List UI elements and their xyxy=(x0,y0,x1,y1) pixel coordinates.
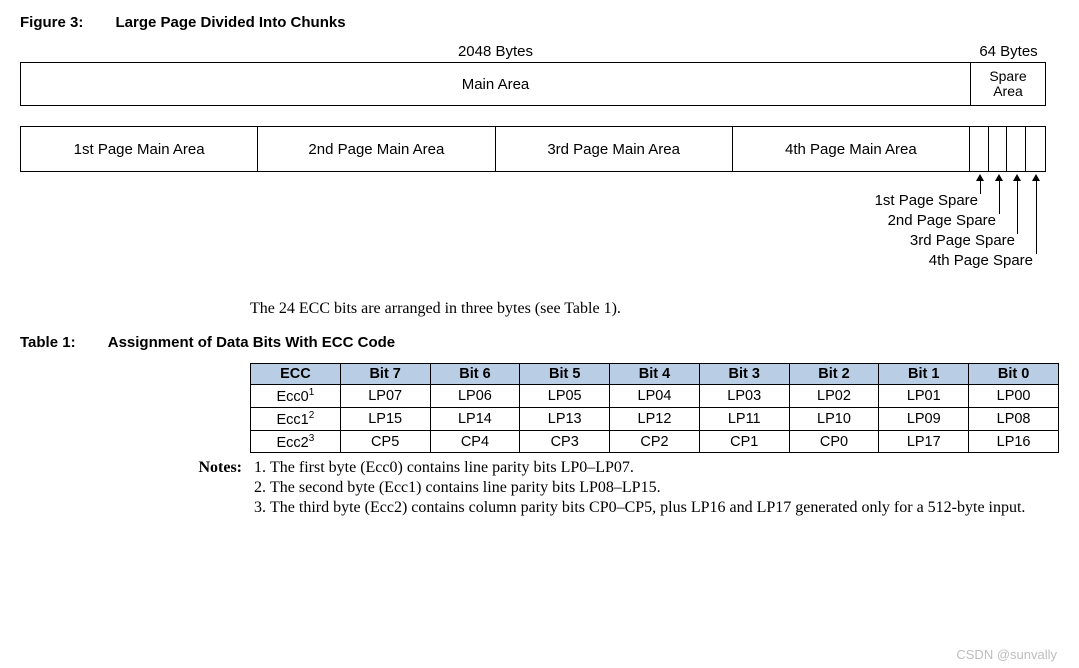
table-header-cell: Bit 4 xyxy=(610,364,700,385)
arrow-line-2 xyxy=(999,180,1000,214)
ecc-bit-cell: LP02 xyxy=(789,385,879,408)
ecc-bit-cell: CP4 xyxy=(430,430,520,453)
spare-area-text: Spare Area xyxy=(989,69,1026,100)
note-item: The first byte (Ecc0) contains line pari… xyxy=(270,459,1025,477)
ecc-bit-cell: CP2 xyxy=(610,430,700,453)
table-row: Ecc01LP07LP06LP05LP04LP03LP02LP01LP00 xyxy=(251,385,1059,408)
ecc-bit-cell: CP3 xyxy=(520,430,610,453)
ecc-bit-cell: LP00 xyxy=(969,385,1059,408)
watermark: CSDN @sunvally xyxy=(956,647,1057,662)
size-labels-row: 2048 Bytes 64 Bytes xyxy=(20,43,1046,60)
chunk-spare-2 xyxy=(989,127,1008,171)
ecc-table: ECCBit 7Bit 6Bit 5Bit 4Bit 3Bit 2Bit 1Bi… xyxy=(250,363,1059,453)
chunk-main-3: 3rd Page Main Area xyxy=(496,127,733,171)
table-header-cell: ECC xyxy=(251,364,341,385)
arrow-line-3 xyxy=(1017,180,1018,234)
figure-label: Figure 3: xyxy=(20,14,83,31)
chunk-spare-4 xyxy=(1026,127,1045,171)
notes-label: Notes: xyxy=(168,459,242,519)
ecc-bit-cell: CP0 xyxy=(789,430,879,453)
figure-title: Large Page Divided Into Chunks xyxy=(116,14,346,31)
ecc-bit-cell: CP1 xyxy=(699,430,789,453)
ecc-description: The 24 ECC bits are arranged in three by… xyxy=(250,300,1059,318)
ecc-bit-cell: LP04 xyxy=(610,385,700,408)
notes-list: The first byte (Ecc0) contains line pari… xyxy=(250,459,1025,519)
spare-arrow-region: 1st Page Spare 2nd Page Spare 3rd Page Spa… xyxy=(20,174,1046,284)
chunks-row: 1st Page Main Area 2nd Page Main Area 3r… xyxy=(20,126,1046,172)
ecc-bit-cell: LP05 xyxy=(520,385,610,408)
table-header-cell: Bit 2 xyxy=(789,364,879,385)
ecc-bit-cell: LP15 xyxy=(340,407,430,430)
spare-label-1: 1st Page Spare xyxy=(875,192,978,209)
arrow-line-1 xyxy=(980,180,981,194)
table-header-cell: Bit 7 xyxy=(340,364,430,385)
ecc-name-cell: Ecc12 xyxy=(251,407,341,430)
chunk-main-1: 1st Page Main Area xyxy=(21,127,258,171)
spare-label-4: 4th Page Spare xyxy=(929,252,1033,269)
figure-heading: Figure 3: Large Page Divided Into Chunks xyxy=(20,14,1059,31)
ecc-name-cell: Ecc01 xyxy=(251,385,341,408)
spare-area-cell: Spare Area xyxy=(971,63,1045,105)
page-box: Main Area Spare Area xyxy=(20,62,1046,106)
table-label: Table 1: xyxy=(20,334,76,351)
table-header-cell: Bit 5 xyxy=(520,364,610,385)
table-row: Ecc12LP15LP14LP13LP12LP11LP10LP09LP08 xyxy=(251,407,1059,430)
table-header-cell: Bit 6 xyxy=(430,364,520,385)
ecc-name-cell: Ecc23 xyxy=(251,430,341,453)
main-area-cell: Main Area xyxy=(21,63,971,105)
ecc-bit-cell: LP09 xyxy=(879,407,969,430)
main-size-label: 2048 Bytes xyxy=(20,43,971,60)
ecc-bit-cell: LP06 xyxy=(430,385,520,408)
ecc-bit-cell: LP10 xyxy=(789,407,879,430)
note-item: The second byte (Ecc1) contains line par… xyxy=(270,479,1025,497)
ecc-bit-cell: CP5 xyxy=(340,430,430,453)
chunk-spare-1 xyxy=(970,127,989,171)
ecc-bit-cell: LP01 xyxy=(879,385,969,408)
ecc-bit-cell: LP13 xyxy=(520,407,610,430)
ecc-bit-cell: LP07 xyxy=(340,385,430,408)
arrow-line-4 xyxy=(1036,180,1037,254)
ecc-bit-cell: LP14 xyxy=(430,407,520,430)
spare-label-3: 3rd Page Spare xyxy=(910,232,1015,249)
ecc-bit-cell: LP16 xyxy=(969,430,1059,453)
spare-size-label: 64 Bytes xyxy=(971,43,1046,60)
notes-block: Notes: The first byte (Ecc0) contains li… xyxy=(168,459,1059,519)
chunk-main-2: 2nd Page Main Area xyxy=(258,127,495,171)
chunk-main-4: 4th Page Main Area xyxy=(733,127,970,171)
note-item: The third byte (Ecc2) contains column pa… xyxy=(270,499,1025,517)
ecc-bit-cell: LP12 xyxy=(610,407,700,430)
ecc-bit-cell: LP17 xyxy=(879,430,969,453)
spare-label-2: 2nd Page Spare xyxy=(888,212,996,229)
table-header-cell: Bit 3 xyxy=(699,364,789,385)
ecc-bit-cell: LP03 xyxy=(699,385,789,408)
chunk-spare-3 xyxy=(1007,127,1026,171)
table-header-cell: Bit 1 xyxy=(879,364,969,385)
ecc-bit-cell: LP08 xyxy=(969,407,1059,430)
table-title: Assignment of Data Bits With ECC Code xyxy=(108,334,395,351)
table-heading: Table 1: Assignment of Data Bits With EC… xyxy=(20,334,1059,351)
table-row: Ecc23CP5CP4CP3CP2CP1CP0LP17LP16 xyxy=(251,430,1059,453)
ecc-bit-cell: LP11 xyxy=(699,407,789,430)
table-header-cell: Bit 0 xyxy=(969,364,1059,385)
